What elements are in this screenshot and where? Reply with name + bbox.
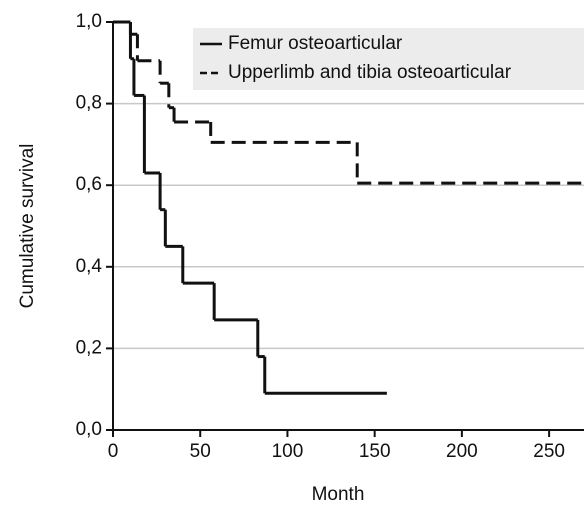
y-tick-label: 0,0 — [76, 419, 102, 440]
y-tick-label: 0,4 — [76, 256, 103, 277]
legend-label: Femur osteoarticular — [228, 33, 403, 54]
y-tick-label: 0,2 — [76, 337, 102, 358]
x-tick-label: 150 — [359, 441, 391, 462]
legend-label: Upperlimb and tibia osteoarticular — [228, 62, 512, 83]
x-tick-label: 100 — [272, 441, 304, 462]
x-tick-label: 250 — [533, 441, 565, 462]
x-tick-label: 200 — [446, 441, 478, 462]
y-tick-label: 0,6 — [76, 174, 102, 195]
legend-box — [193, 28, 584, 90]
y-tick-label: 0,8 — [76, 93, 102, 114]
x-tick-label: 0 — [108, 441, 119, 462]
y-axis-label: Cumulative survival — [17, 144, 38, 309]
y-tick-label: 1,0 — [76, 11, 102, 32]
legend: Femur osteoarticular Upperlimb and tibia … — [193, 28, 584, 90]
x-axis-label: Month — [312, 484, 365, 505]
x-tick-label: 50 — [190, 441, 211, 462]
